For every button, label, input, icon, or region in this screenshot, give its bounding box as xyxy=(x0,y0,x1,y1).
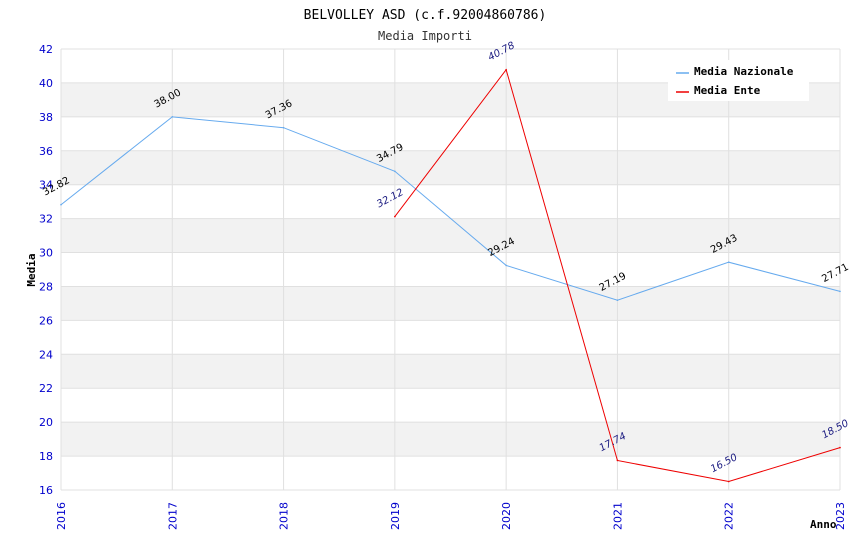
y-tick-label: 16 xyxy=(39,484,53,497)
x-tick-label: 2016 xyxy=(55,502,68,530)
band xyxy=(61,184,840,219)
y-tick-label: 30 xyxy=(39,247,53,260)
band xyxy=(61,150,840,185)
data-point xyxy=(616,299,619,302)
legend: Media Nazionale Media Ente xyxy=(668,60,809,101)
y-tick-label: 40 xyxy=(39,77,53,90)
y-tick-label: 20 xyxy=(39,416,53,429)
y-tick-label: 24 xyxy=(39,348,53,361)
band xyxy=(61,286,840,321)
legend-label-media-ente: Media Ente xyxy=(694,84,761,97)
band xyxy=(61,218,840,253)
band xyxy=(61,456,840,490)
x-axis-label: Anno xyxy=(810,518,837,531)
y-tick-label: 36 xyxy=(39,145,53,158)
y-tick-label: 34 xyxy=(39,179,53,192)
background-bands xyxy=(61,49,840,490)
band xyxy=(61,388,840,423)
y-tick-label: 28 xyxy=(39,280,53,293)
band xyxy=(61,354,840,389)
data-point xyxy=(839,290,841,293)
band xyxy=(61,252,840,287)
y-tick-label: 32 xyxy=(39,213,53,226)
x-tick-label: 2019 xyxy=(389,502,402,530)
y-axis-label: Media xyxy=(25,253,38,286)
data-point xyxy=(505,264,507,267)
legend-label-media-nazionale: Media Nazionale xyxy=(694,65,794,78)
chart-title: BELVOLLEY ASD (c.f.92004860786) xyxy=(304,8,547,23)
y-tick-label: 18 xyxy=(39,450,53,463)
y-tick-label: 26 xyxy=(39,314,53,327)
x-tick-label: 2021 xyxy=(611,502,624,530)
series-lines xyxy=(60,68,841,483)
series-line-media-nazionale xyxy=(60,116,841,301)
band xyxy=(61,116,840,151)
band xyxy=(61,422,840,457)
data-point xyxy=(505,68,507,71)
data-point xyxy=(60,203,62,206)
x-tick-label: 2023 xyxy=(834,502,847,530)
data-point xyxy=(394,215,396,218)
legend-box xyxy=(668,60,809,101)
y-axis-ticks: 16 18 20 22 24 26 28 30 32 34 36 38 40 42 xyxy=(39,43,53,497)
data-point xyxy=(616,459,619,462)
data-point xyxy=(727,261,730,264)
data-point xyxy=(839,446,841,449)
x-tick-label: 2020 xyxy=(500,502,513,530)
band xyxy=(61,320,840,355)
data-point xyxy=(282,126,285,129)
data-point xyxy=(171,116,174,118)
chart-subtitle: Media Importi xyxy=(378,29,472,43)
y-tick-label: 38 xyxy=(39,111,53,124)
y-tick-label: 42 xyxy=(39,43,53,56)
y-tick-label: 22 xyxy=(39,382,53,395)
x-tick-label: 2017 xyxy=(166,502,179,530)
data-point xyxy=(394,170,396,173)
data-point xyxy=(727,480,730,483)
x-axis-ticks: 2016 2017 2018 2019 2020 2021 2022 2023 xyxy=(55,502,847,530)
x-tick-label: 2022 xyxy=(723,502,736,530)
gridlines xyxy=(60,48,841,491)
x-tick-label: 2018 xyxy=(278,502,291,530)
